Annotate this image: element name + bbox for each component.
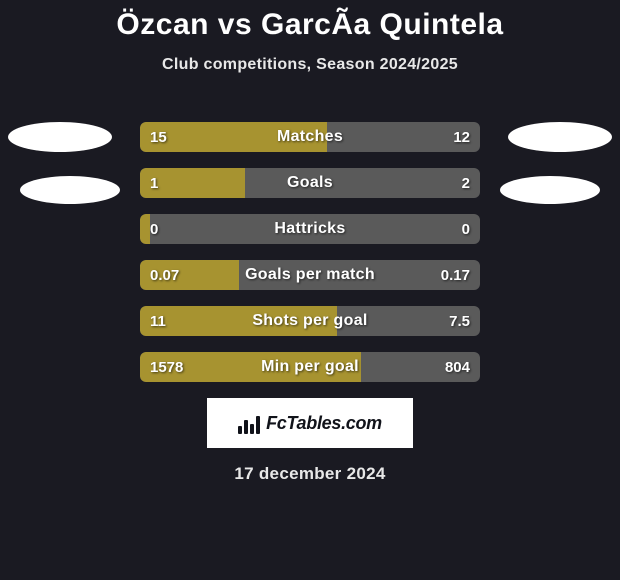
bar-chart-icon	[238, 412, 260, 434]
stat-label: Min per goal	[140, 352, 480, 382]
stat-value-right: 0.17	[441, 260, 470, 290]
logo-text: FcTables.com	[266, 413, 382, 434]
page-title: Özcan vs GarcÃ­a Quintela	[0, 0, 620, 42]
stat-row: 1578 Min per goal 804	[140, 352, 480, 382]
stat-row: 11 Shots per goal 7.5	[140, 306, 480, 336]
stat-label: Goals	[140, 168, 480, 198]
comparison-infographic: Özcan vs GarcÃ­a Quintela Club competiti…	[0, 0, 620, 580]
stat-label: Hattricks	[140, 214, 480, 244]
subtitle: Club competitions, Season 2024/2025	[0, 56, 620, 74]
stat-bars: 15 Matches 12 1 Goals 2 0 Hattricks 0 0.…	[140, 122, 480, 382]
stat-row: 0.07 Goals per match 0.17	[140, 260, 480, 290]
fctables-logo: FcTables.com	[207, 398, 413, 448]
decorative-ellipse	[20, 176, 120, 204]
stat-row: 1 Goals 2	[140, 168, 480, 198]
stat-value-right: 804	[445, 352, 470, 382]
stat-value-right: 0	[462, 214, 470, 244]
stat-row: 15 Matches 12	[140, 122, 480, 152]
stat-value-right: 12	[453, 122, 470, 152]
stat-value-right: 7.5	[449, 306, 470, 336]
decorative-ellipse	[8, 122, 112, 152]
decorative-ellipse	[500, 176, 600, 204]
stat-row: 0 Hattricks 0	[140, 214, 480, 244]
date-text: 17 december 2024	[0, 464, 620, 484]
stat-label: Goals per match	[140, 260, 480, 290]
decorative-ellipse	[508, 122, 612, 152]
stat-value-right: 2	[462, 168, 470, 198]
stat-label: Shots per goal	[140, 306, 480, 336]
stat-label: Matches	[140, 122, 480, 152]
